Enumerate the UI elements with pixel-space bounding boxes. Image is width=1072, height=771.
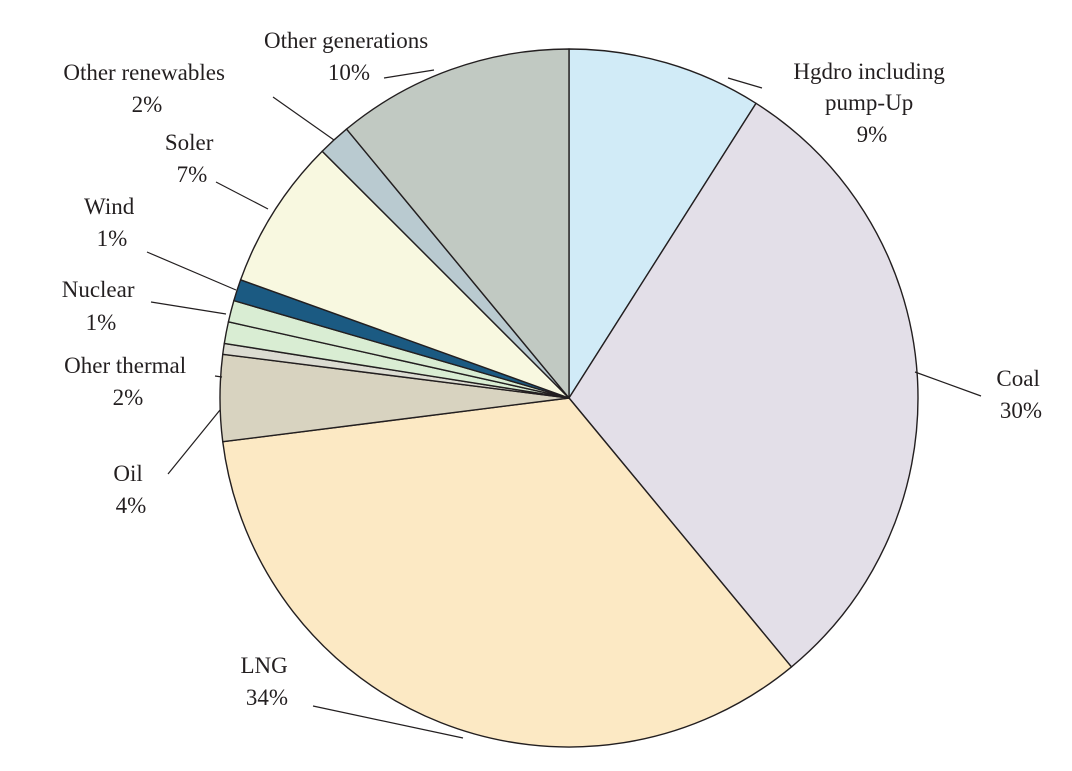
slice-hydro (568, 48, 757, 399)
leader-nuclear (150, 301, 227, 315)
label-wind: Wind 1% (84, 194, 140, 251)
label-other-generations: Other generations 10% (264, 28, 434, 85)
leader-coal (914, 371, 982, 397)
label-solar: Soler 7% (165, 130, 219, 187)
leader-solar (215, 181, 269, 210)
leader-hydro (727, 77, 763, 89)
leader-other-renewables (272, 96, 335, 141)
leader-oil (167, 409, 221, 475)
leader-other-generations (383, 69, 435, 79)
label-other-thermal: Oher thermal 2% (64, 353, 192, 410)
label-nuclear: Nuclear 1% (62, 277, 141, 335)
label-oil: Oil 4% (113, 461, 148, 518)
pie-slices (219, 48, 919, 748)
leader-other-thermal (214, 375, 223, 378)
label-coal: Coal 30% (996, 366, 1045, 423)
leader-lng (312, 705, 464, 739)
slice-lng (222, 397, 793, 748)
slice-solar (239, 150, 570, 399)
leader-lines (146, 69, 982, 739)
label-lng: LNG 34% (240, 653, 293, 710)
slice-coal (568, 102, 919, 668)
label-other-renewables: Other renewables 2% (63, 60, 230, 117)
leader-wind (146, 251, 237, 291)
slice-other-generations (345, 48, 570, 399)
label-hydro: Hgdro including pump-Up 9% (793, 59, 950, 147)
